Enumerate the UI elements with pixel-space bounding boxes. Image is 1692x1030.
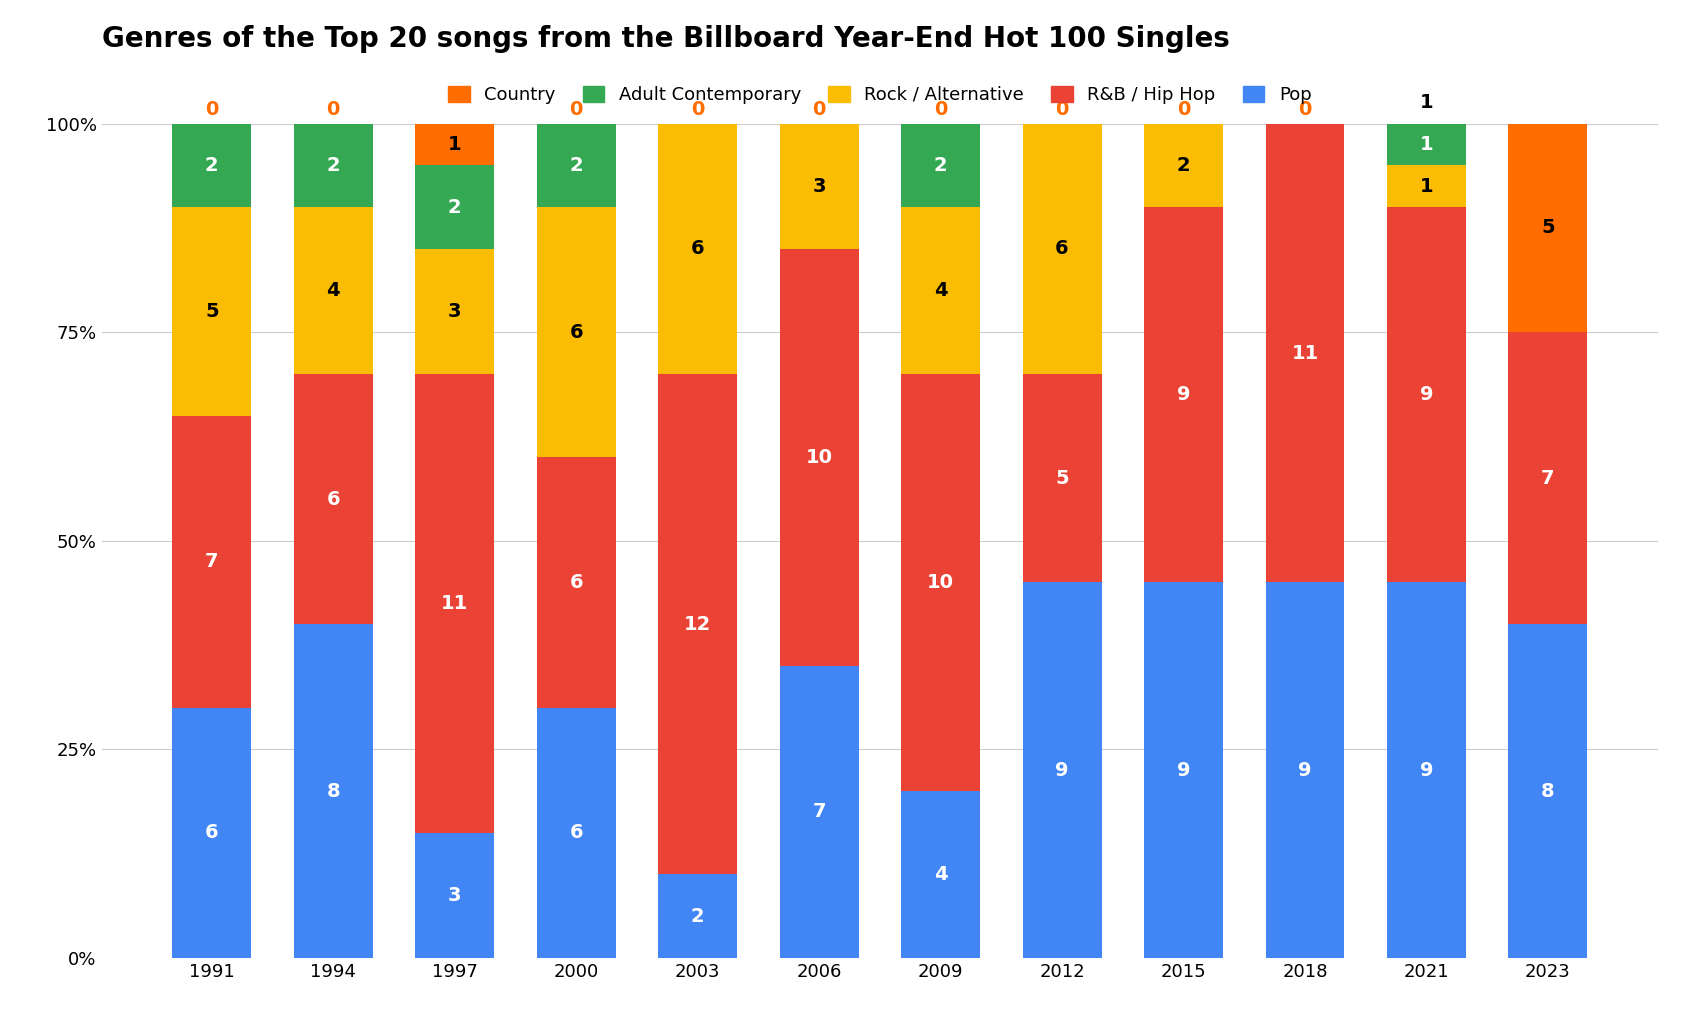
- Text: 6: 6: [569, 823, 584, 843]
- Bar: [415, 249, 494, 374]
- Bar: [1387, 165, 1465, 207]
- Text: 2: 2: [1176, 156, 1191, 175]
- Text: 9: 9: [1176, 761, 1189, 780]
- Text: 6: 6: [1056, 239, 1069, 259]
- Text: 5: 5: [205, 302, 218, 320]
- Bar: [902, 374, 980, 791]
- Bar: [1509, 124, 1587, 333]
- Bar: [1266, 583, 1345, 958]
- Text: 3: 3: [448, 302, 462, 320]
- Text: 0: 0: [1298, 101, 1311, 119]
- Text: 7: 7: [205, 552, 218, 571]
- Bar: [415, 832, 494, 958]
- Bar: [294, 124, 372, 207]
- Bar: [1022, 583, 1101, 958]
- Bar: [536, 708, 616, 958]
- Bar: [294, 624, 372, 958]
- Bar: [902, 207, 980, 374]
- Bar: [658, 874, 738, 958]
- Text: 2: 2: [569, 156, 584, 175]
- Text: 2: 2: [934, 156, 948, 175]
- Bar: [173, 416, 250, 708]
- Bar: [1144, 583, 1223, 958]
- Text: 7: 7: [812, 802, 826, 821]
- Text: 4: 4: [934, 865, 948, 884]
- Text: 1: 1: [1420, 135, 1433, 153]
- Text: 5: 5: [1056, 469, 1069, 487]
- Text: 11: 11: [1291, 344, 1318, 363]
- Text: 10: 10: [927, 573, 954, 592]
- Bar: [536, 457, 616, 708]
- Text: 6: 6: [690, 239, 704, 259]
- Legend: Country, Adult Contemporary, Rock / Alternative, R&B / Hip Hop, Pop: Country, Adult Contemporary, Rock / Alte…: [442, 78, 1318, 111]
- Text: 6: 6: [569, 573, 584, 592]
- Text: 3: 3: [812, 177, 826, 196]
- Bar: [173, 124, 250, 207]
- Text: 0: 0: [1178, 101, 1189, 119]
- Text: 0: 0: [205, 101, 218, 119]
- Text: 11: 11: [442, 594, 469, 613]
- Text: 5: 5: [1541, 218, 1555, 237]
- Bar: [294, 207, 372, 374]
- Bar: [1144, 124, 1223, 207]
- Bar: [1022, 124, 1101, 374]
- Bar: [415, 166, 494, 249]
- Bar: [1387, 82, 1465, 124]
- Text: 0: 0: [812, 101, 826, 119]
- Text: 8: 8: [327, 782, 340, 800]
- Bar: [1387, 583, 1465, 958]
- Bar: [536, 124, 616, 207]
- Bar: [1387, 207, 1465, 583]
- Text: 6: 6: [569, 322, 584, 342]
- Bar: [415, 374, 494, 832]
- Text: 1: 1: [448, 135, 462, 153]
- Bar: [1022, 374, 1101, 583]
- Bar: [780, 249, 858, 666]
- Text: 0: 0: [327, 101, 340, 119]
- Text: 9: 9: [1298, 761, 1311, 780]
- Text: 9: 9: [1420, 385, 1433, 404]
- Bar: [902, 791, 980, 958]
- Bar: [1144, 207, 1223, 583]
- Text: 1: 1: [1420, 177, 1433, 196]
- Text: 0: 0: [690, 101, 704, 119]
- Bar: [780, 124, 858, 249]
- Bar: [902, 124, 980, 207]
- Bar: [1387, 124, 1465, 165]
- Text: 6: 6: [205, 823, 218, 843]
- Text: 12: 12: [684, 615, 711, 633]
- Text: 10: 10: [805, 448, 832, 467]
- Bar: [294, 374, 372, 624]
- Text: 7: 7: [1541, 469, 1555, 487]
- Text: 6: 6: [327, 489, 340, 509]
- Bar: [1266, 124, 1345, 583]
- Bar: [1144, 40, 1223, 124]
- Text: 9: 9: [1420, 761, 1433, 780]
- Bar: [1509, 332, 1587, 624]
- Text: 1: 1: [1420, 94, 1433, 112]
- Text: 9: 9: [1056, 761, 1069, 780]
- Bar: [173, 708, 250, 958]
- Text: 8: 8: [1541, 782, 1555, 800]
- Text: 0: 0: [570, 101, 582, 119]
- Bar: [780, 666, 858, 958]
- Text: 2: 2: [690, 906, 704, 926]
- Text: 2: 2: [448, 198, 462, 216]
- Text: 0: 0: [934, 101, 948, 119]
- Bar: [658, 124, 738, 374]
- Bar: [658, 374, 738, 874]
- Text: 0: 0: [1056, 101, 1069, 119]
- Text: 9: 9: [1176, 385, 1189, 404]
- Bar: [173, 207, 250, 416]
- Text: 4: 4: [327, 281, 340, 300]
- Bar: [536, 207, 616, 457]
- Bar: [1509, 624, 1587, 958]
- Text: Genres of the Top 20 songs from the Billboard Year-End Hot 100 Singles: Genres of the Top 20 songs from the Bill…: [102, 25, 1230, 54]
- Text: 3: 3: [448, 886, 462, 904]
- Text: 2: 2: [1176, 72, 1191, 92]
- Bar: [415, 124, 494, 165]
- Text: 2: 2: [327, 156, 340, 175]
- Text: 4: 4: [934, 281, 948, 300]
- Text: 2: 2: [205, 156, 218, 175]
